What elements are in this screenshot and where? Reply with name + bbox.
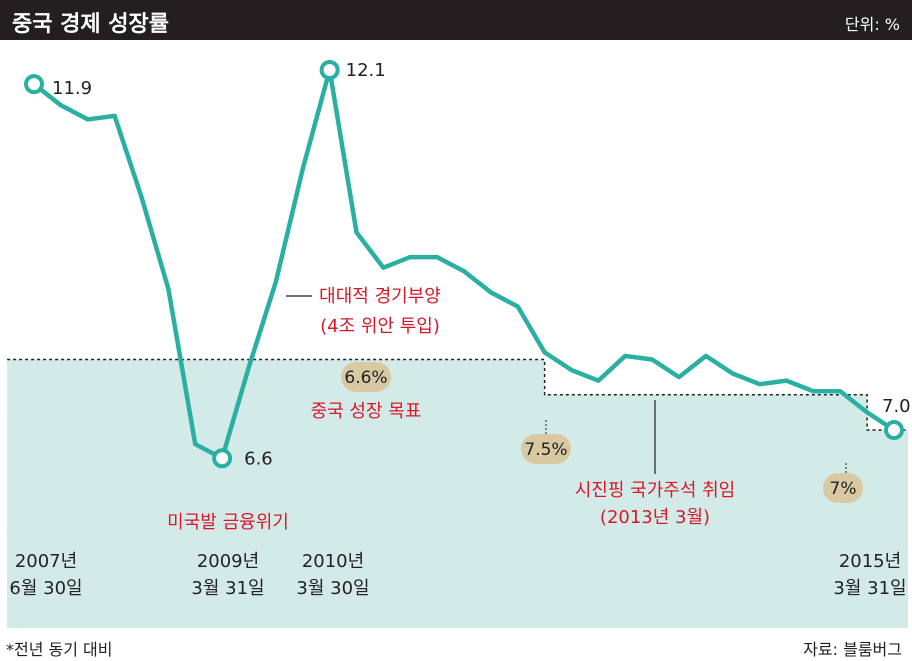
annotation-financial-crisis: 미국발 금융위기	[167, 512, 289, 533]
annotation-xi-line1: 시진핑 국가주석 취임	[575, 480, 735, 501]
data-point-marker	[884, 420, 904, 441]
annotation-xi-line2: (2013년 3월)	[600, 507, 710, 528]
annotation-stimulus-line1: 대대적 경기부양	[319, 286, 441, 307]
source-label: 자료: 블룸버그	[803, 640, 902, 659]
point-value-label: 12.1	[346, 60, 386, 81]
data-point-marker	[24, 74, 44, 95]
x-tick-label: 6월 30일	[9, 578, 82, 599]
x-tick-label: 2010년	[302, 551, 364, 572]
target-badge	[521, 434, 571, 464]
target-badge-label: 7%	[830, 479, 857, 499]
x-tick-label: 2015년	[839, 551, 901, 572]
chart-title: 중국 경제 성장률	[12, 12, 169, 37]
annotation-stimulus-line2: (4조 위안 투입)	[320, 316, 440, 337]
target-badge	[341, 362, 391, 392]
chart-header: 중국 경제 성장률 단위: %	[0, 0, 912, 40]
x-tick-label: 2009년	[197, 551, 259, 572]
point-value-label: 6.6	[244, 448, 273, 469]
x-tick-label: 3월 31일	[191, 578, 264, 599]
point-value-label: 7.0	[882, 396, 911, 417]
target-line	[7, 358, 908, 431]
x-tick-label: 3월 30일	[296, 578, 369, 599]
data-point-marker	[319, 60, 340, 80]
target-badge	[823, 473, 863, 503]
target-badge-label: 7.5%	[524, 440, 567, 460]
data-point-marker	[212, 448, 233, 469]
x-tick-label: 2007년	[15, 551, 77, 572]
unit-label: 단위: %	[844, 15, 900, 34]
point-value-label: 11.9	[52, 78, 92, 99]
footnote: *전년 동기 대비	[6, 640, 113, 659]
target-badge-label: 6.6%	[344, 368, 387, 388]
target-area	[7, 359, 908, 628]
x-tick-label: 3월 31일	[833, 578, 906, 599]
growth-line	[32, 67, 896, 461]
target-label: 중국 성장 목표	[311, 401, 422, 422]
